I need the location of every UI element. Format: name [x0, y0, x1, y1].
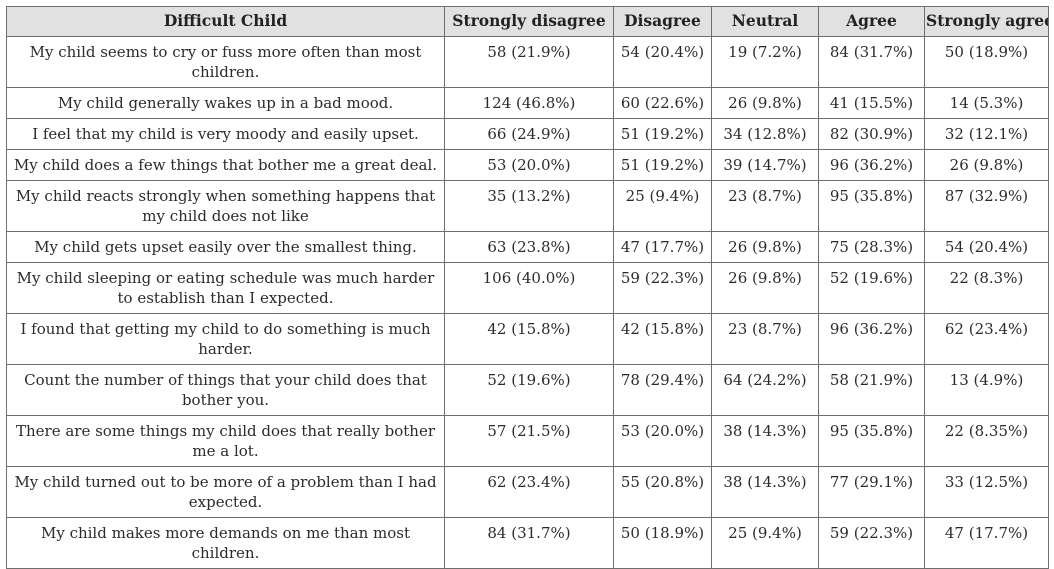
disagree-cell: 55 (20.8%)	[613, 466, 712, 518]
strongly-disagree-cell: 62 (23.4%)	[444, 466, 614, 518]
item-text: My child generally wakes up in a bad moo…	[6, 87, 445, 119]
neutral-cell: 64 (24.2%)	[711, 364, 819, 416]
disagree-cell: 51 (19.2%)	[613, 118, 712, 150]
neutral-cell: 39 (14.7%)	[711, 149, 819, 181]
item-text: I feel that my child is very moody and e…	[6, 118, 445, 150]
strongly-agree-cell: 22 (8.3%)	[924, 262, 1049, 314]
neutral-cell: 26 (9.8%)	[711, 262, 819, 314]
header-agree: Agree	[818, 6, 925, 37]
agree-cell: 82 (30.9%)	[818, 118, 925, 150]
neutral-cell: 26 (9.8%)	[711, 87, 819, 119]
agree-cell: 96 (36.2%)	[818, 313, 925, 365]
strongly-disagree-cell: 124 (46.8%)	[444, 87, 614, 119]
strongly-agree-cell: 54 (20.4%)	[924, 231, 1049, 263]
disagree-cell: 42 (15.8%)	[613, 313, 712, 365]
table-row: My child seems to cry or fuss more often…	[6, 36, 1049, 88]
agree-cell: 77 (29.1%)	[818, 466, 925, 518]
disagree-cell: 54 (20.4%)	[613, 36, 712, 88]
agree-cell: 52 (19.6%)	[818, 262, 925, 314]
neutral-cell: 34 (12.8%)	[711, 118, 819, 150]
table-row: My child reacts strongly when something …	[6, 180, 1049, 232]
agree-cell: 59 (22.3%)	[818, 517, 925, 569]
difficult-child-table: Difficult Child Strongly disagree Disagr…	[6, 6, 1049, 569]
item-text: My child sleeping or eating schedule was…	[6, 262, 445, 314]
item-text: I found that getting my child to do some…	[6, 313, 445, 365]
disagree-cell: 50 (18.9%)	[613, 517, 712, 569]
disagree-cell: 60 (22.6%)	[613, 87, 712, 119]
neutral-cell: 23 (8.7%)	[711, 180, 819, 232]
strongly-disagree-cell: 58 (21.9%)	[444, 36, 614, 88]
table-row: My child gets upset easily over the smal…	[6, 231, 1049, 263]
header-strongly-disagree: Strongly disagree	[444, 6, 614, 37]
table-row: My child sleeping or eating schedule was…	[6, 262, 1049, 314]
table-row: I feel that my child is very moody and e…	[6, 118, 1049, 150]
item-text: There are some things my child does that…	[6, 415, 445, 467]
table-row: I found that getting my child to do some…	[6, 313, 1049, 365]
table-row: There are some things my child does that…	[6, 415, 1049, 467]
item-text: My child turned out to be more of a prob…	[6, 466, 445, 518]
disagree-cell: 78 (29.4%)	[613, 364, 712, 416]
strongly-agree-cell: 13 (4.9%)	[924, 364, 1049, 416]
strongly-disagree-cell: 106 (40.0%)	[444, 262, 614, 314]
strongly-agree-cell: 47 (17.7%)	[924, 517, 1049, 569]
neutral-cell: 38 (14.3%)	[711, 415, 819, 467]
agree-cell: 95 (35.8%)	[818, 415, 925, 467]
neutral-cell: 23 (8.7%)	[711, 313, 819, 365]
item-text: My child reacts strongly when something …	[6, 180, 445, 232]
strongly-agree-cell: 33 (12.5%)	[924, 466, 1049, 518]
item-text: My child seems to cry or fuss more often…	[6, 36, 445, 88]
disagree-cell: 25 (9.4%)	[613, 180, 712, 232]
header-row: Difficult Child Strongly disagree Disagr…	[6, 6, 1049, 37]
header-disagree: Disagree	[613, 6, 712, 37]
strongly-disagree-cell: 53 (20.0%)	[444, 149, 614, 181]
neutral-cell: 25 (9.4%)	[711, 517, 819, 569]
agree-cell: 95 (35.8%)	[818, 180, 925, 232]
disagree-cell: 51 (19.2%)	[613, 149, 712, 181]
agree-cell: 41 (15.5%)	[818, 87, 925, 119]
agree-cell: 96 (36.2%)	[818, 149, 925, 181]
table-row: My child makes more demands on me than m…	[6, 517, 1049, 569]
strongly-disagree-cell: 84 (31.7%)	[444, 517, 614, 569]
strongly-disagree-cell: 66 (24.9%)	[444, 118, 614, 150]
neutral-cell: 26 (9.8%)	[711, 231, 819, 263]
strongly-agree-cell: 50 (18.9%)	[924, 36, 1049, 88]
strongly-disagree-cell: 35 (13.2%)	[444, 180, 614, 232]
strongly-disagree-cell: 42 (15.8%)	[444, 313, 614, 365]
neutral-cell: 38 (14.3%)	[711, 466, 819, 518]
header-difficult-child: Difficult Child	[6, 6, 445, 37]
agree-cell: 58 (21.9%)	[818, 364, 925, 416]
strongly-agree-cell: 62 (23.4%)	[924, 313, 1049, 365]
table-row: My child generally wakes up in a bad moo…	[6, 87, 1049, 119]
disagree-cell: 59 (22.3%)	[613, 262, 712, 314]
strongly-disagree-cell: 57 (21.5%)	[444, 415, 614, 467]
item-text: Count the number of things that your chi…	[6, 364, 445, 416]
header-neutral: Neutral	[711, 6, 819, 37]
agree-cell: 75 (28.3%)	[818, 231, 925, 263]
disagree-cell: 53 (20.0%)	[613, 415, 712, 467]
disagree-cell: 47 (17.7%)	[613, 231, 712, 263]
strongly-disagree-cell: 52 (19.6%)	[444, 364, 614, 416]
agree-cell: 84 (31.7%)	[818, 36, 925, 88]
header-strongly-agree: Strongly agree	[924, 6, 1049, 37]
table-row: Count the number of things that your chi…	[6, 364, 1049, 416]
neutral-cell: 19 (7.2%)	[711, 36, 819, 88]
strongly-agree-cell: 26 (9.8%)	[924, 149, 1049, 181]
strongly-disagree-cell: 63 (23.8%)	[444, 231, 614, 263]
item-text: My child makes more demands on me than m…	[6, 517, 445, 569]
table-row: My child turned out to be more of a prob…	[6, 466, 1049, 518]
table-row: My child does a few things that bother m…	[6, 149, 1049, 181]
strongly-agree-cell: 87 (32.9%)	[924, 180, 1049, 232]
strongly-agree-cell: 32 (12.1%)	[924, 118, 1049, 150]
item-text: My child gets upset easily over the smal…	[6, 231, 445, 263]
strongly-agree-cell: 14 (5.3%)	[924, 87, 1049, 119]
strongly-agree-cell: 22 (8.35%)	[924, 415, 1049, 467]
item-text: My child does a few things that bother m…	[6, 149, 445, 181]
